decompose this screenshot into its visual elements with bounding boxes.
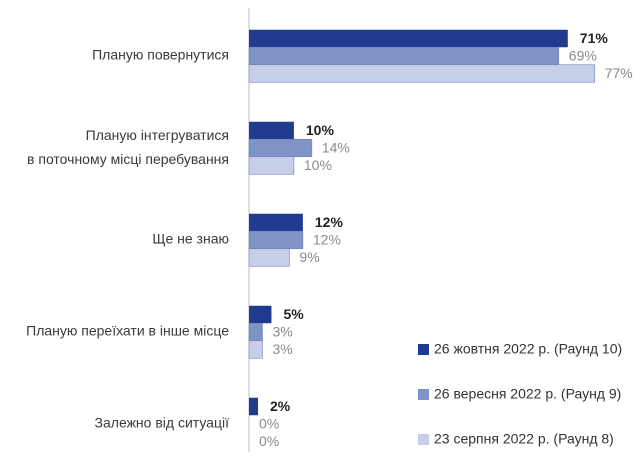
data-label: 3% xyxy=(272,324,292,340)
data-label: 3% xyxy=(272,341,292,357)
data-label: 71% xyxy=(580,30,609,46)
data-label: 10% xyxy=(304,157,332,173)
bar xyxy=(248,138,313,158)
data-label: 5% xyxy=(283,306,304,322)
bar xyxy=(249,121,294,140)
legend-swatch xyxy=(418,344,429,355)
bar xyxy=(249,213,303,232)
bar xyxy=(248,156,295,175)
category-label: Планую інтегруватися в поточному місці пе… xyxy=(27,127,229,167)
bar xyxy=(249,397,258,416)
data-label: 12% xyxy=(315,214,344,230)
category-label: Планую переїхати в інше місце xyxy=(26,323,229,339)
bar xyxy=(248,64,596,83)
data-label: 10% xyxy=(306,122,335,138)
bar xyxy=(248,230,304,250)
data-label: 12% xyxy=(313,232,341,248)
data-label: 0% xyxy=(259,416,279,432)
data-label: 0% xyxy=(259,433,279,449)
bar xyxy=(248,340,263,359)
data-label: 14% xyxy=(322,140,350,156)
legend-swatch xyxy=(418,434,429,445)
bar xyxy=(249,29,568,48)
category-label: Ще не знаю xyxy=(152,231,229,247)
legend-label: 23 серпня 2022 р. (Раунд 8) xyxy=(434,431,614,447)
data-label: 77% xyxy=(605,65,633,81)
category-label: Планую повернутися xyxy=(92,47,229,63)
data-label: 9% xyxy=(299,249,319,265)
bar xyxy=(249,305,272,324)
bar xyxy=(248,46,560,66)
data-label: 69% xyxy=(569,48,597,64)
category-label: Залежно від ситуації xyxy=(95,415,230,431)
legend-label: 26 вересня 2022 р. (Раунд 9) xyxy=(434,386,621,402)
bar xyxy=(248,248,290,267)
legend-label: 26 жовтня 2022 р. (Раунд 10) xyxy=(434,341,622,357)
legend-swatch xyxy=(418,389,429,400)
data-label: 2% xyxy=(270,398,291,414)
bar xyxy=(248,322,263,342)
